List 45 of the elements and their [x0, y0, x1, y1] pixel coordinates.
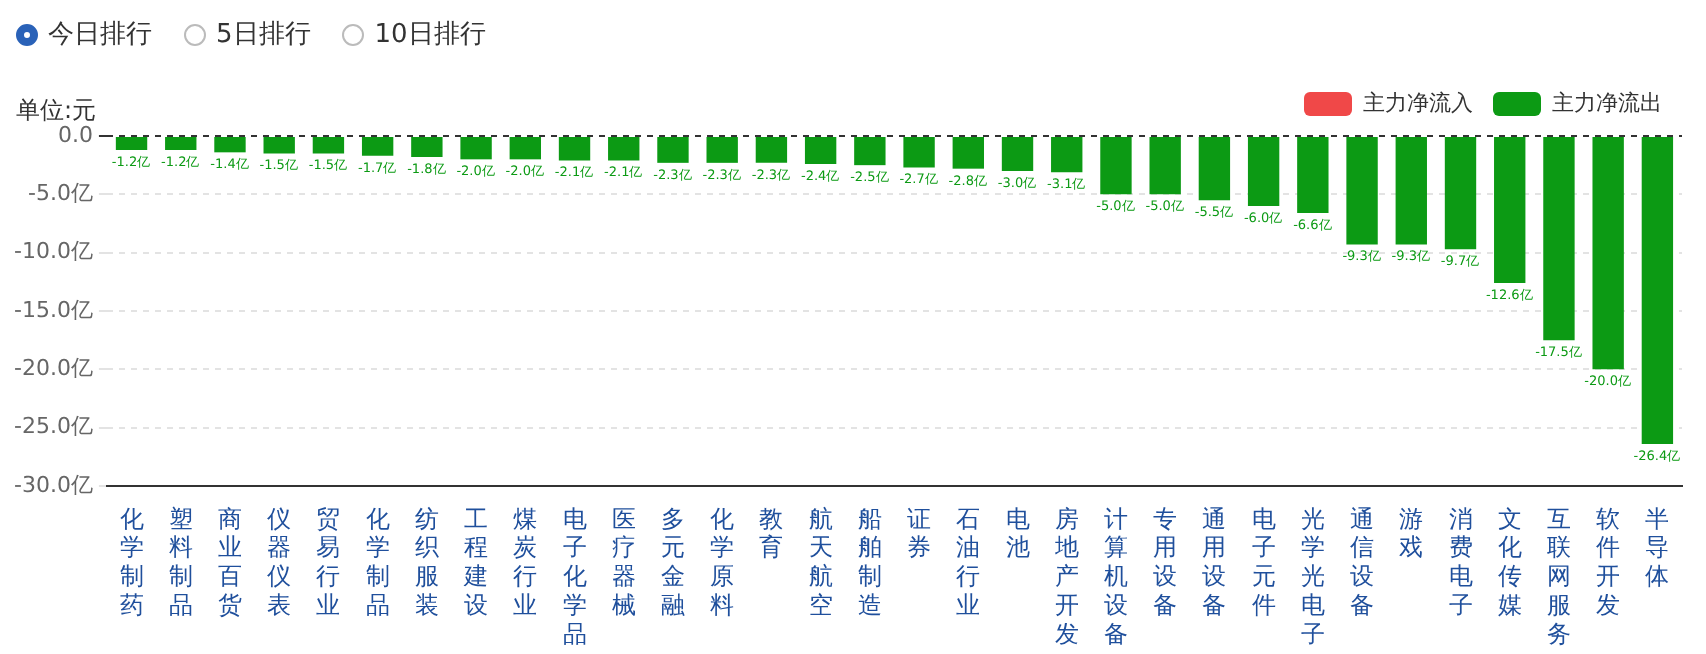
x-tick-label: 仪器仪表 — [267, 504, 292, 620]
x-tick-label: 专用设备 — [1153, 504, 1178, 620]
x-tick-label: 互联网服务 — [1546, 504, 1571, 648]
y-tick-label: -10.0亿 — [13, 238, 93, 265]
x-tick-label: 电子元件 — [1251, 504, 1276, 620]
x-tick-label: 软件开发 — [1596, 504, 1621, 620]
x-tick-label: 工程建设 — [462, 504, 489, 620]
x-tick-label: 纺织服装 — [414, 504, 439, 620]
text: 今日排行 — [48, 18, 152, 52]
x-tick-label: 石油行业 — [956, 504, 981, 620]
x-tick-label: 电子化学品 — [562, 504, 587, 648]
x-tick-label: 光学光电子 — [1300, 504, 1325, 648]
x-tick-label: 房地产开发 — [1052, 504, 1079, 648]
x-tick-label: 通用设备 — [1202, 504, 1227, 620]
x-tick-label: 消费电子 — [1448, 504, 1473, 620]
x-tick-label: 商业百货 — [217, 504, 242, 620]
x-tick-label: 船舶制造 — [857, 504, 882, 620]
y-tick-label: -5.0亿 — [27, 180, 93, 207]
y-tick-label: -25.0亿 — [13, 413, 93, 440]
text: 5日排行 — [216, 18, 311, 52]
x-tick-label: 教育 — [759, 504, 784, 562]
legend-label: 主力净流出 — [1552, 89, 1662, 116]
legend-label: 主力净流入 — [1363, 89, 1473, 116]
x-tick-label: 半导体 — [1645, 504, 1670, 591]
x-tick-label: 通信设备 — [1350, 504, 1375, 620]
x-tick-label: 贸易行业 — [316, 504, 341, 620]
y-tick-label: -15.0亿 — [13, 296, 93, 323]
x-tick-label: 医疗器械 — [611, 504, 636, 620]
x-tick-label: 煤炭行业 — [513, 504, 538, 620]
x-tick-label: 计算机设备 — [1103, 504, 1128, 648]
y-tick-label: -20.0亿 — [13, 355, 93, 382]
x-tick-label: 文化传媒 — [1497, 504, 1522, 620]
y-tick-label: 0.0 — [57, 121, 93, 148]
x-tick-label: 证券 — [907, 504, 932, 562]
x-tick-label: 塑料制品 — [168, 504, 193, 620]
x-tick-label: 化学制品 — [365, 504, 390, 620]
x-tick-label: 航天航空 — [808, 504, 833, 620]
x-tick-label: 化学原料 — [710, 504, 735, 620]
y-tick-label: -30.0亿 — [13, 471, 93, 498]
x-tick-label: 化学制药 — [119, 504, 144, 620]
x-tick-label: 多元金融 — [660, 504, 685, 620]
y-axis-title: 单位:元 — [16, 94, 97, 125]
x-tick-label: 电池 — [1005, 504, 1030, 562]
text: 10日排行 — [374, 18, 486, 52]
x-tick-label: 游戏 — [1399, 504, 1424, 562]
